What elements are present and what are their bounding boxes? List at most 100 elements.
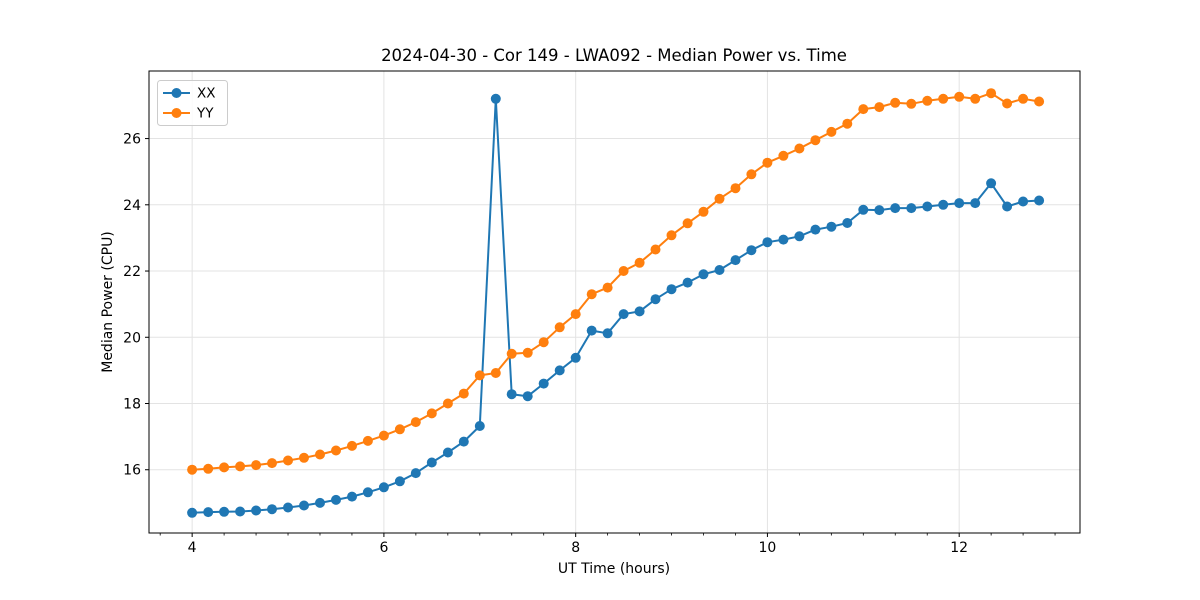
data-point	[698, 206, 709, 217]
data-point	[714, 193, 725, 204]
y-tick-label: 22	[123, 264, 141, 280]
legend-box	[157, 80, 228, 126]
data-point	[362, 487, 373, 498]
data-point	[762, 157, 773, 168]
data-point	[187, 464, 198, 475]
data-point	[618, 266, 629, 276]
data-point	[970, 93, 981, 104]
data-point	[299, 452, 309, 463]
data-point	[474, 370, 485, 381]
data-point	[810, 224, 821, 235]
data-point	[890, 203, 901, 214]
data-point	[347, 440, 357, 451]
data-point	[442, 447, 453, 458]
data-point	[267, 458, 277, 469]
data-point	[746, 169, 757, 180]
data-point	[474, 421, 485, 431]
data-point	[922, 201, 933, 212]
data-point	[842, 218, 853, 228]
data-point	[698, 269, 709, 280]
data-point	[602, 328, 613, 339]
data-point	[842, 118, 853, 129]
x-tick-label: 8	[571, 540, 580, 556]
data-point	[267, 504, 277, 515]
data-point	[602, 282, 613, 293]
legend: XX YY	[157, 80, 228, 126]
data-point	[299, 500, 309, 511]
series-layer	[187, 88, 1045, 518]
data-point	[650, 294, 661, 305]
x-axis-label: UT Time (hours)	[558, 561, 670, 577]
data-point	[490, 93, 501, 104]
data-point	[1018, 93, 1029, 104]
data-point	[426, 457, 437, 468]
data-point	[394, 424, 405, 435]
legend-label-xx: XX	[197, 86, 216, 102]
data-point	[458, 388, 469, 399]
data-point	[634, 306, 645, 317]
data-point	[954, 198, 965, 209]
legend-marker-xx-icon	[171, 88, 182, 98]
data-point	[315, 497, 325, 508]
data-point	[938, 199, 949, 210]
x-tick-label: 12	[950, 540, 968, 556]
data-point	[187, 507, 198, 518]
data-point	[650, 244, 661, 255]
data-point	[922, 95, 933, 106]
data-point	[426, 408, 437, 419]
data-point	[906, 203, 917, 214]
data-point	[730, 255, 741, 266]
data-point	[347, 491, 357, 502]
data-point	[315, 449, 325, 460]
data-point	[251, 505, 262, 516]
data-point	[826, 126, 837, 137]
series-yy-line	[192, 92, 1040, 471]
data-point	[331, 445, 341, 456]
data-point	[235, 506, 246, 517]
data-point	[906, 98, 917, 109]
series-yy-markers	[187, 88, 1045, 475]
x-tick-label: 6	[379, 540, 388, 556]
data-point	[490, 368, 501, 378]
data-point	[938, 93, 949, 104]
data-point	[378, 482, 389, 493]
data-point	[362, 435, 373, 446]
x-tick-label: 4	[188, 540, 197, 556]
data-point	[666, 230, 677, 241]
data-point	[522, 347, 533, 358]
y-tick-label: 20	[123, 330, 141, 346]
data-point	[283, 502, 293, 513]
data-point	[634, 257, 645, 268]
y-tick-label: 18	[123, 397, 141, 413]
data-point	[682, 277, 693, 288]
data-point	[1002, 98, 1013, 109]
data-point	[506, 389, 517, 400]
data-point	[219, 506, 230, 517]
data-point	[586, 289, 597, 300]
data-point	[794, 143, 805, 154]
data-point	[778, 150, 789, 161]
data-point	[203, 463, 214, 474]
y-tick-label: 26	[123, 132, 141, 148]
data-point	[1034, 195, 1045, 206]
data-point	[394, 476, 405, 487]
plot-border	[148, 70, 1081, 534]
data-point	[986, 88, 997, 99]
data-point	[794, 231, 805, 242]
data-point	[986, 178, 997, 189]
data-point	[890, 97, 901, 108]
data-point	[778, 234, 789, 245]
legend-marker-yy-icon	[171, 108, 182, 118]
data-point	[762, 237, 773, 248]
data-point	[858, 204, 869, 215]
data-point	[874, 205, 885, 216]
chart-title: 2024-04-30 - Cor 149 - LWA092 - Median P…	[381, 46, 847, 65]
data-point	[874, 102, 885, 113]
data-point	[378, 430, 389, 441]
data-point	[522, 391, 533, 402]
data-point	[1018, 196, 1029, 207]
data-point	[586, 325, 597, 336]
data-point	[714, 265, 725, 275]
